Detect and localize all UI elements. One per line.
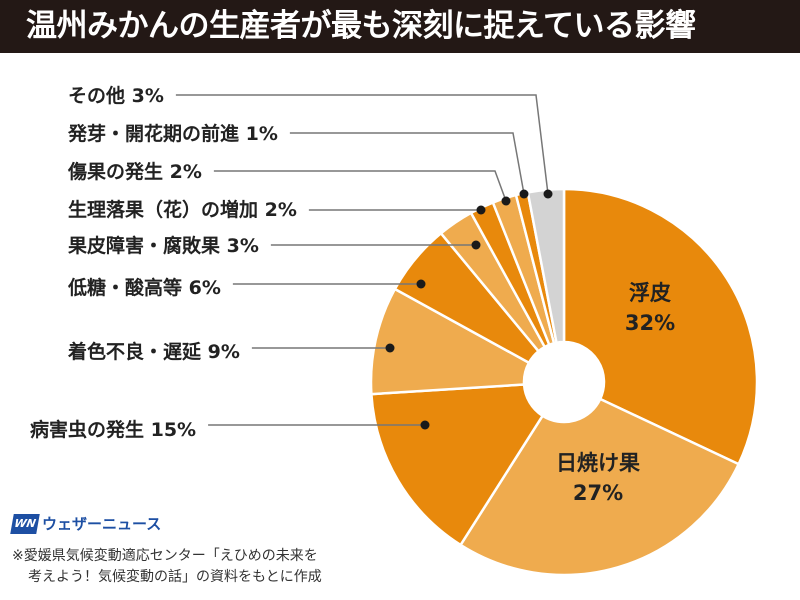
leader-dot-5 xyxy=(471,240,481,250)
slice-label-6: 生理落果（花）の増加 2% xyxy=(68,198,297,221)
pie-slice-0 xyxy=(562,187,759,466)
slice-label-7: 傷果の発生 2% xyxy=(67,160,202,183)
leader-dot-4 xyxy=(416,279,426,289)
logo-mark: WN xyxy=(10,513,40,534)
slice-label-3: 着色不良・遅延 9% xyxy=(68,340,240,363)
slice-label-1: 日焼け果 xyxy=(556,451,640,475)
slice-label-2: 病害虫の発生 15% xyxy=(30,418,196,441)
slice-value-1: 27% xyxy=(573,481,623,505)
leader-line-9 xyxy=(175,94,549,195)
source-note-line2: 考えよう！気候変動の話」の資料をもとに作成 xyxy=(28,569,322,585)
leader-line-8 xyxy=(289,132,525,195)
leader-dot-8 xyxy=(519,189,529,199)
weathernews-logo: WN ウェザーニュース xyxy=(10,513,162,534)
source-note: ※愛媛県気候変動適応センター「えひめの未来を 考えよう！気候変動の話」の資料をも… xyxy=(12,546,322,588)
pie-slice-9 xyxy=(526,187,566,345)
slice-label-9: その他 3% xyxy=(68,84,164,107)
pie-slice-1 xyxy=(458,397,741,577)
source-note-line1: ※愛媛県気候変動適応センター「えひめの未来を xyxy=(12,548,318,564)
leader-dot-2 xyxy=(420,420,430,430)
leader-dot-7 xyxy=(501,196,511,206)
slice-label-0: 浮皮 xyxy=(629,281,671,305)
leader-dot-6 xyxy=(476,205,486,215)
pie-slice-3 xyxy=(369,287,531,396)
pie-chart: 浮皮 32% 日焼け果 27% 病害虫の発生 15% 着色不良・遅延 9% 低糖・酸高等 6… xyxy=(30,84,759,577)
slice-label-8: 発芽・開花期の前進 1% xyxy=(67,122,278,145)
slice-label-4: 低糖・酸高等 6% xyxy=(67,276,221,299)
leader-dot-3 xyxy=(385,343,395,353)
logo-text: ウェザーニュース xyxy=(42,515,162,533)
leader-line-7 xyxy=(213,170,507,202)
slice-label-5: 果皮障害・腐敗果 3% xyxy=(67,234,259,257)
slice-value-0: 32% xyxy=(625,311,675,335)
leader-dot-9 xyxy=(543,189,553,199)
chart-title: 温州みかんの生産者が最も深刻に捉えている影響 xyxy=(0,0,800,53)
